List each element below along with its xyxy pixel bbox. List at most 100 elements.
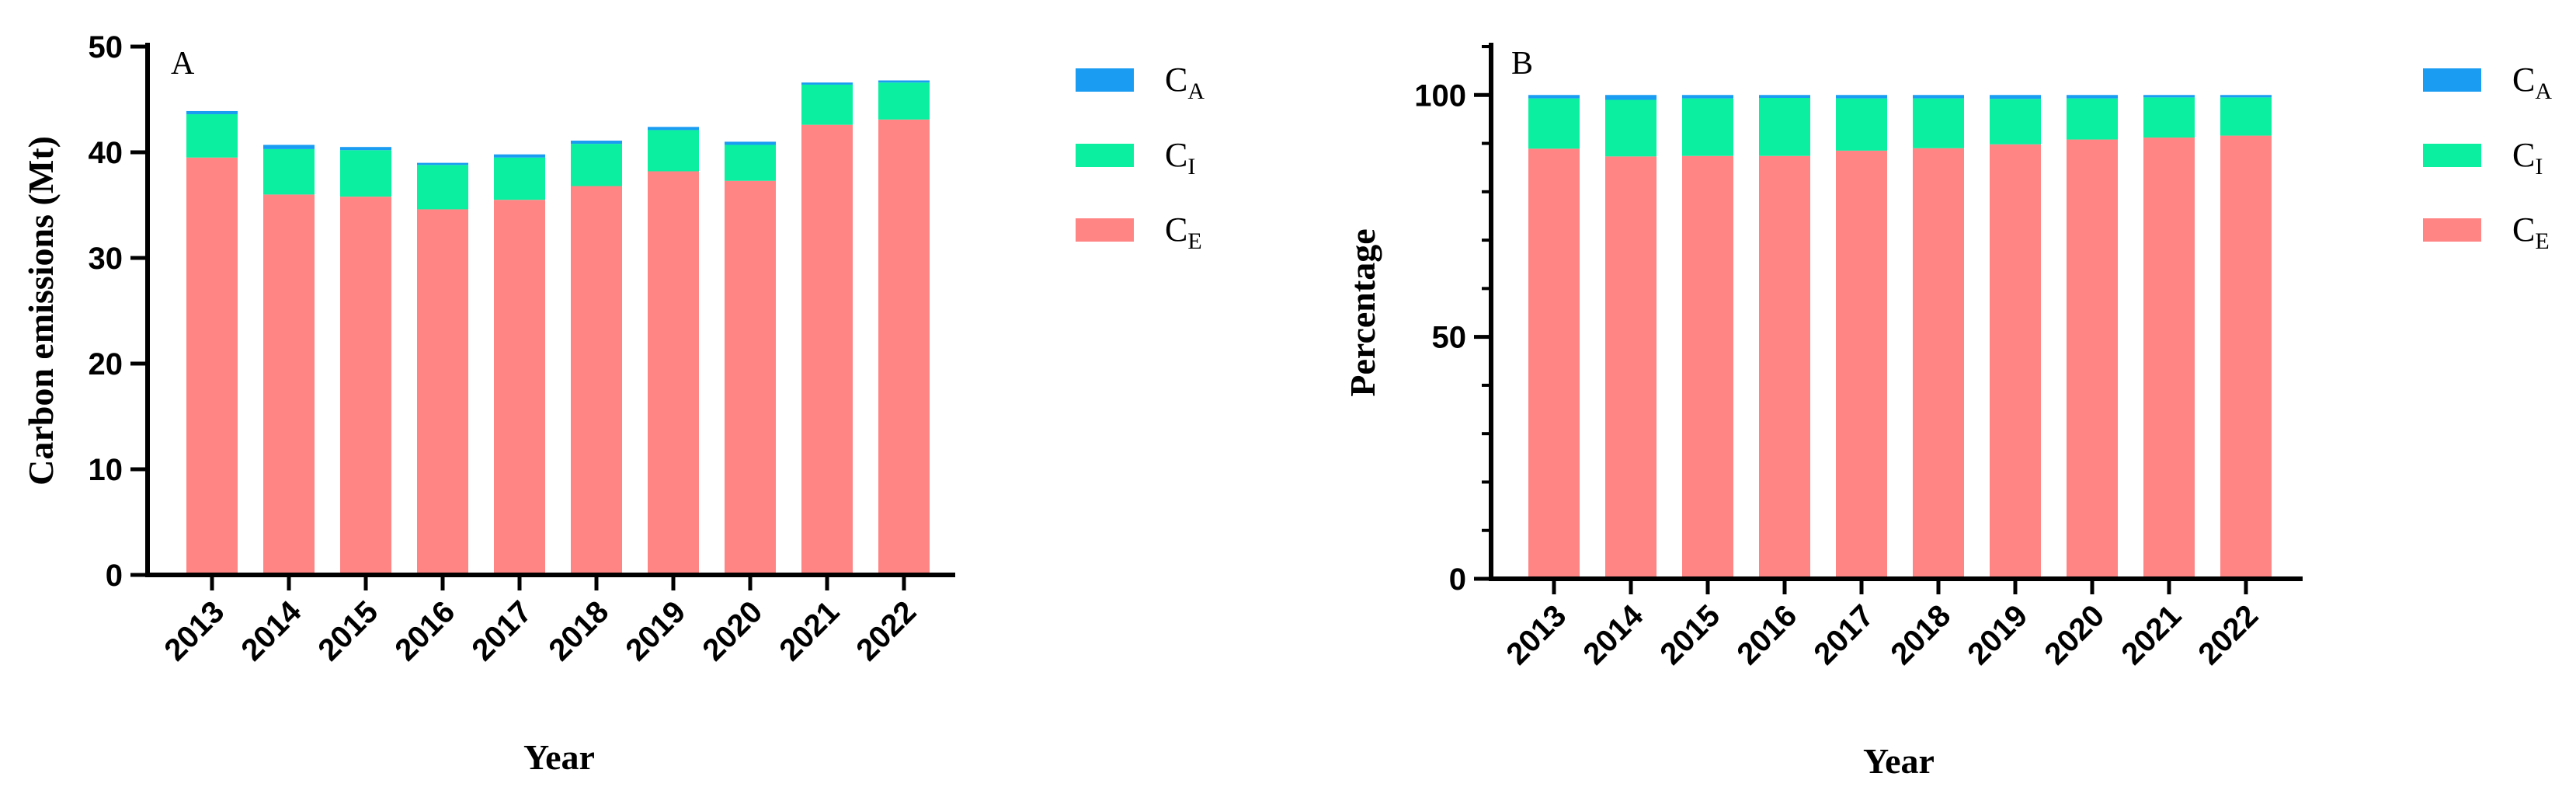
bar-ca-2016: [417, 162, 468, 165]
legend-label-subscript: A: [1187, 78, 1205, 104]
bar-ca-2020: [725, 141, 776, 145]
x-tick-label: 2017: [465, 594, 538, 667]
bar-ce-2013: [1528, 148, 1580, 580]
bar-ce-2015: [1682, 155, 1733, 580]
bar-ci-2019: [1990, 99, 2041, 145]
bar-ce-2017: [494, 200, 545, 575]
x-axis-title: Year: [523, 737, 595, 777]
panel-label: B: [1511, 46, 1533, 82]
x-tick-label: 2018: [542, 594, 615, 667]
bar-ca-2018: [1913, 95, 1964, 99]
legend-label-main: C: [2512, 136, 2535, 174]
bar-ci-2019: [648, 130, 699, 172]
panel-label: A: [171, 46, 195, 82]
bar-ce-2018: [1913, 148, 1964, 580]
bar-ci-2022: [2220, 97, 2272, 136]
bar-ca-2022: [2220, 95, 2272, 98]
bar-ce-2016: [1759, 155, 1810, 580]
bar-ce-2013: [186, 157, 238, 576]
bar-ca-2019: [648, 127, 699, 131]
y-axis-title: Carbon emissions (Mt): [21, 136, 61, 486]
bar-ca-2020: [2067, 95, 2118, 99]
bar-ca-2019: [1990, 95, 2041, 99]
bar-ci-2021: [2143, 97, 2195, 138]
x-axis-title: Year: [1863, 741, 1935, 781]
bar-ca-2016: [1759, 95, 1810, 99]
bar-ci-2017: [1836, 98, 1887, 151]
bar-ci-2016: [417, 165, 468, 210]
legend-swatch-ce: [1076, 218, 1134, 242]
y-tick-label: 10: [89, 453, 123, 487]
legend-label-ce: CE: [2512, 211, 2550, 254]
x-tick-label: 2015: [311, 594, 384, 667]
bar-ci-2015: [340, 150, 391, 197]
x-tick-label: 2014: [1577, 598, 1650, 672]
bar-ca-2022: [878, 80, 930, 83]
legend-label-subscript: E: [2535, 228, 2549, 254]
legend-label-subscript: I: [2535, 154, 2543, 179]
bar-ci-2017: [494, 157, 545, 200]
bar-ci-2016: [1759, 98, 1810, 156]
y-tick-label: 40: [89, 136, 123, 170]
bar-ca-2015: [1682, 95, 1733, 99]
legend-label-main: C: [1165, 61, 1187, 99]
bar-ce-2021: [2143, 138, 2195, 579]
y-tick-label: 0: [106, 559, 123, 593]
legend-swatch-ce: [2423, 218, 2481, 242]
x-tick-label: 2013: [1500, 598, 1573, 671]
legend-label-ci: CI: [1165, 136, 1195, 179]
bar-ce-2018: [571, 186, 622, 575]
bar-ci-2014: [1605, 99, 1656, 157]
bar-ci-2015: [1682, 98, 1733, 156]
bar-ci-2021: [801, 84, 853, 125]
bar-ce-2014: [1605, 156, 1656, 580]
x-tick-label: 2020: [696, 594, 769, 667]
x-tick-label: 2018: [1884, 598, 1957, 671]
legend-label-ce: CE: [1165, 211, 1202, 254]
legend-swatch-ca: [2423, 68, 2481, 92]
bar-ca-2017: [1836, 95, 1887, 99]
x-tick-label: 2020: [2038, 598, 2111, 671]
x-tick-label: 2022: [850, 594, 923, 667]
legend-swatch-ci: [2423, 144, 2481, 167]
y-tick-label: 50: [89, 30, 123, 64]
legend-label-ci: CI: [2512, 136, 2543, 179]
bar-ce-2019: [1990, 144, 2041, 580]
y-tick-label: 0: [1449, 562, 1466, 597]
bar-ce-2022: [878, 119, 930, 576]
bar-ce-2017: [1836, 150, 1887, 580]
bar-ca-2021: [2143, 95, 2195, 98]
legend-label-main: C: [1165, 211, 1187, 249]
bar-ci-2014: [263, 148, 315, 195]
legend-swatch-ca: [1076, 68, 1134, 92]
legend-label-main: C: [1165, 136, 1187, 174]
y-tick-label: 50: [1432, 321, 1467, 355]
legend-label-subscript: A: [2535, 78, 2552, 104]
legend-label-ca: CA: [2512, 61, 2552, 104]
bar-ce-2019: [648, 171, 699, 576]
bar-ca-2017: [494, 154, 545, 158]
y-axis-title: Percentage: [1343, 228, 1382, 396]
bar-ci-2013: [186, 114, 238, 158]
legend-label-main: C: [2512, 211, 2535, 249]
bar-ci-2018: [1913, 98, 1964, 148]
y-tick-label: 20: [89, 347, 123, 381]
legend-label-subscript: I: [1187, 154, 1195, 179]
bar-ci-2018: [571, 144, 622, 186]
x-tick-label: 2014: [235, 594, 308, 668]
bar-ca-2014: [263, 145, 315, 149]
legend-swatch-ci: [1076, 144, 1134, 167]
x-tick-label: 2016: [1730, 598, 1803, 671]
bar-ci-2020: [725, 145, 776, 181]
bar-ce-2020: [2067, 139, 2118, 580]
x-tick-label: 2021: [2115, 598, 2188, 671]
bar-ca-2014: [1605, 95, 1656, 100]
x-tick-label: 2021: [773, 594, 846, 667]
bar-ce-2016: [417, 209, 468, 575]
y-tick-label: 100: [1414, 78, 1466, 113]
bar-ce-2021: [801, 124, 853, 575]
x-tick-label: 2019: [619, 594, 692, 667]
